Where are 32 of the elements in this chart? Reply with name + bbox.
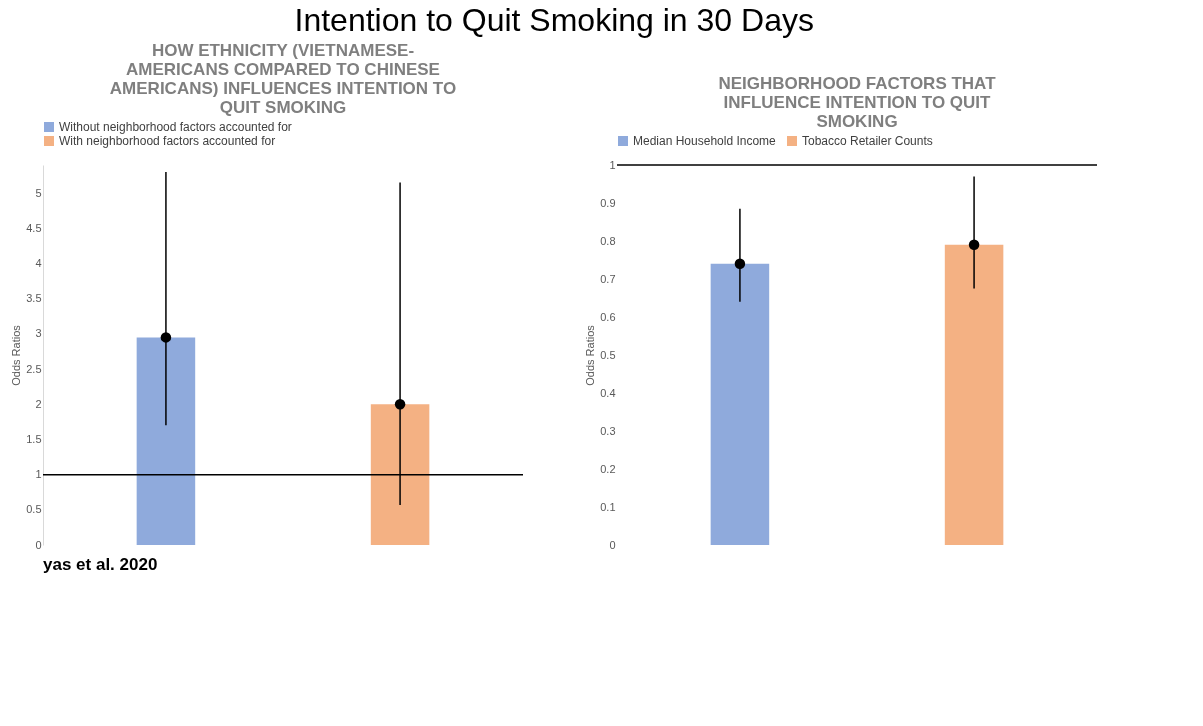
- chart-title: NEIGHBORHOOD FACTORS THAT INFLUENCE INTENTION TO QUIT SMOKING: [718, 74, 997, 131]
- y-tick-label: 1: [35, 468, 42, 481]
- y-tick-label: 1.5: [26, 432, 42, 445]
- y-axis-title: Odds Ratios: [584, 324, 597, 386]
- y-tick-label: 0.4: [600, 386, 616, 399]
- y-tick-label: 3: [35, 327, 42, 340]
- y-tick-label: 0.3: [600, 424, 616, 437]
- y-tick-label: 0.6: [600, 310, 616, 323]
- legend-label: Without neighborhood factors accounted for: [59, 120, 292, 134]
- y-tick-label: 0.5: [26, 503, 42, 516]
- y-tick-label: 0.9: [600, 196, 616, 209]
- y-tick-label: 0.8: [600, 234, 616, 247]
- y-tick-label: 0: [609, 538, 616, 551]
- y-tick-label: 1: [609, 158, 616, 171]
- y-axis-title: Odds Ratios: [10, 324, 23, 386]
- text: yas et al. 2020: [43, 555, 158, 574]
- y-tick-label: 2: [35, 397, 42, 410]
- y-tick-label: 0.1: [600, 500, 616, 513]
- text: Intention to Quit Smoking in 30 Days: [294, 2, 814, 38]
- y-tick-label: 2.5: [26, 362, 42, 375]
- y-tick-label: 3.5: [26, 292, 42, 305]
- y-tick-label: 0.2: [600, 462, 616, 475]
- legend-label: Tobacco Retailer Counts: [802, 134, 933, 148]
- y-tick-label: 4: [35, 257, 42, 270]
- legend-label: Median Household Income: [633, 134, 777, 148]
- y-tick-label: 5: [35, 186, 42, 199]
- y-tick-label: 0.7: [600, 272, 616, 285]
- chart-title: HOW ETHNICITY (VIETNAMESE-AMERICANS COMPARED TO CHINESE AMERICANS) INFLUENCES INTENTION TO QUIT SMOKING: [109, 41, 457, 117]
- legend-label: With neighborhood factors accounted for: [59, 134, 276, 148]
- y-tick-label: 0.5: [600, 348, 616, 361]
- y-tick-label: 4.5: [26, 221, 42, 234]
- y-tick-label: 0: [35, 538, 42, 551]
